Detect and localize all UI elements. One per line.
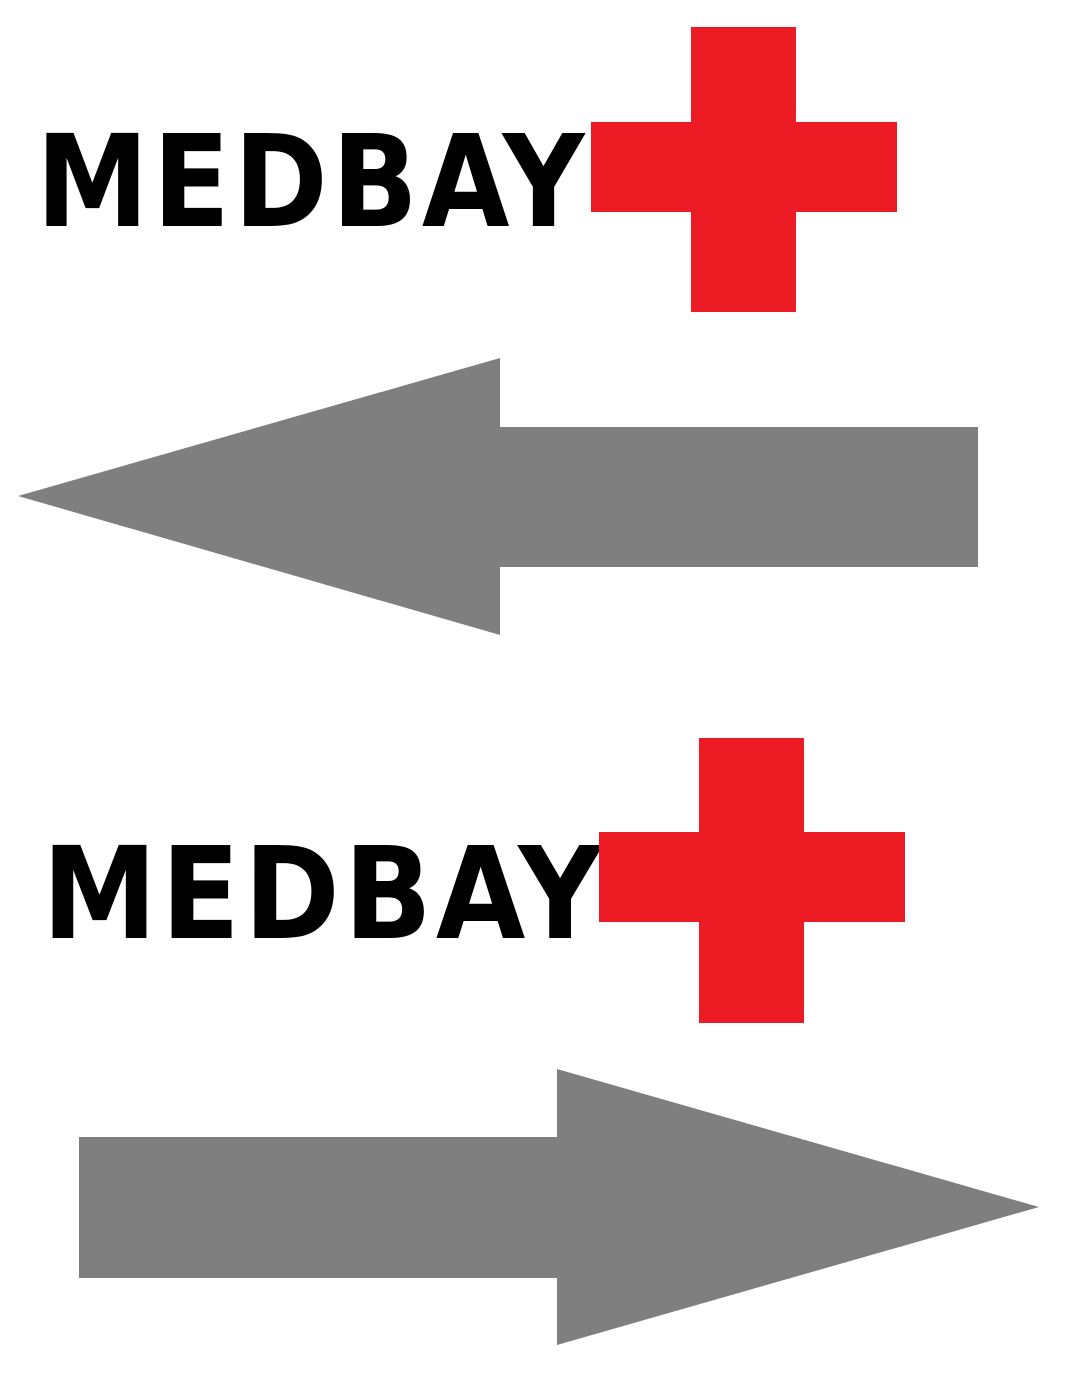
arrow-left-shape xyxy=(18,358,978,635)
arrow-right-shape xyxy=(79,1069,1039,1345)
medbay-label-bottom: MEDBAY xyxy=(42,819,606,969)
medical-cross-icon xyxy=(591,27,897,312)
medbay-label-top: MEDBAY xyxy=(36,107,589,257)
cross-horizontal-bar xyxy=(591,122,897,212)
cross-horizontal-bar xyxy=(599,832,905,922)
medical-cross-icon xyxy=(599,738,905,1023)
